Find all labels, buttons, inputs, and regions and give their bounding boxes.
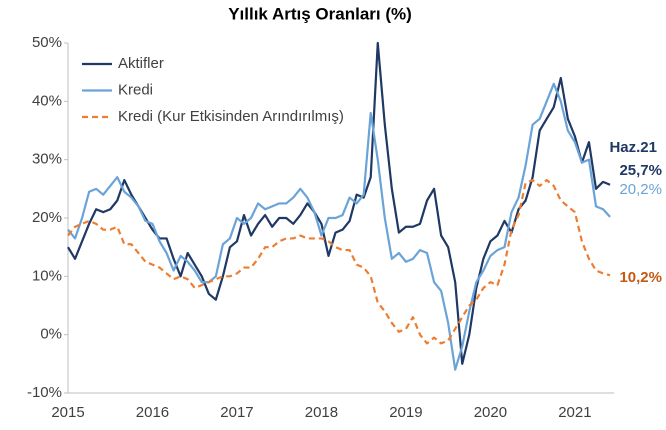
y-tick-label: 20% — [32, 209, 62, 226]
y-tick-label: 30% — [32, 151, 62, 168]
line-series — [67, 82, 611, 371]
legend-label: Kredi — [118, 81, 153, 98]
y-tick-label: 50% — [32, 34, 62, 51]
legend-label: Kredi (Kur Etkisinden Arındırılmış) — [118, 108, 344, 125]
data-label: 25,7% — [619, 162, 662, 179]
annotation: Haz.21 — [609, 139, 657, 156]
data-label: 20,2% — [619, 181, 662, 198]
y-tick-label: 0% — [40, 326, 62, 343]
data-label: 10,2% — [619, 269, 662, 286]
x-tick-label: 2017 — [220, 404, 253, 421]
x-tick-label: 2015 — [51, 404, 84, 421]
x-tick-label: 2018 — [305, 404, 338, 421]
y-tick-label: 40% — [32, 92, 62, 109]
y-tick-label: -10% — [27, 384, 62, 401]
legend-label: Aktifler — [118, 55, 164, 72]
x-tick-label: 2021 — [558, 404, 591, 421]
x-tick-label: 2020 — [474, 404, 507, 421]
y-tick-label: 10% — [32, 267, 62, 284]
x-tick-label: 2019 — [389, 404, 422, 421]
line-series — [67, 178, 611, 345]
chart-title: Yıllık Artış Oranları (%) — [228, 4, 412, 23]
x-tick-label: 2016 — [136, 404, 169, 421]
